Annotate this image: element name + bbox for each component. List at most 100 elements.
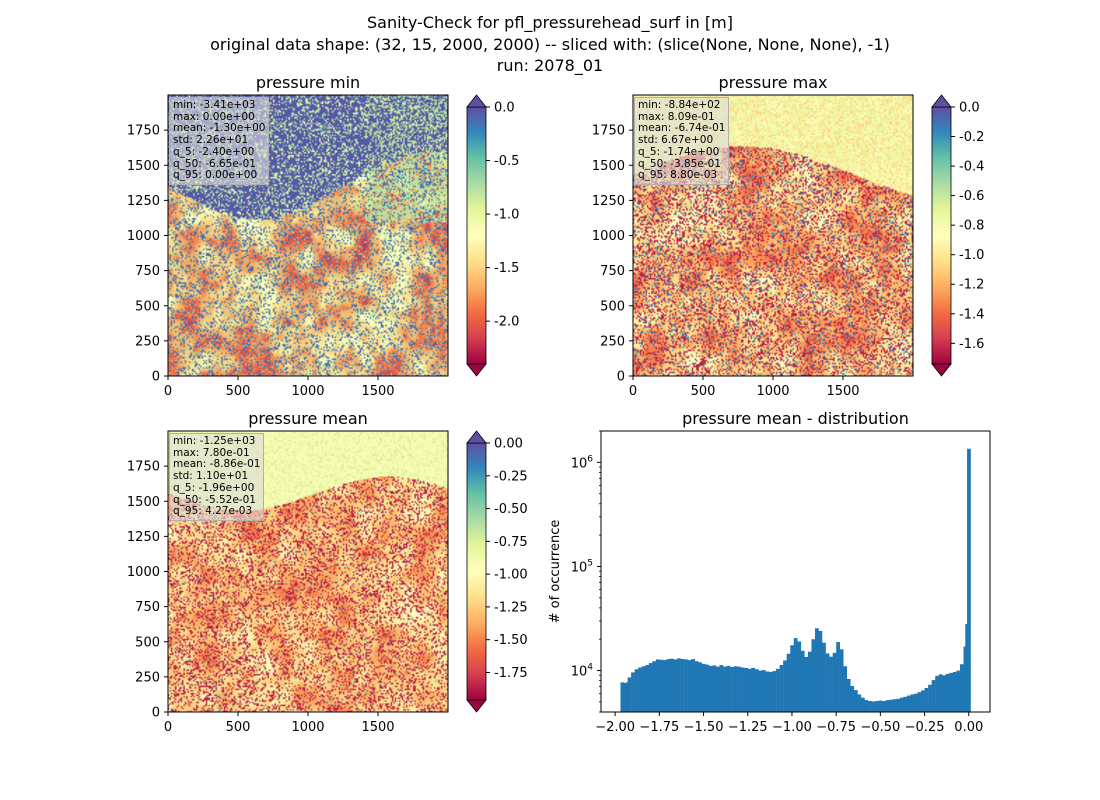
histogram-bar (694, 661, 699, 712)
heatmap-panel-3 (164, 430, 490, 716)
subplot-title: pressure mean - distribution (682, 409, 909, 428)
histogram-bar (882, 701, 886, 712)
x-tick-label: 0 (164, 384, 172, 399)
histogram-bar (793, 638, 798, 712)
histogram-bar (807, 651, 812, 712)
histogram-bar (638, 667, 642, 712)
stats-line: q_50: -3.85e-01 (638, 157, 721, 170)
colorbar-tick-label: -0.4 (959, 160, 984, 175)
histogram-bar (740, 667, 745, 712)
histogram-bar (928, 684, 932, 712)
stats-line: mean: -8.86e-01 (173, 458, 261, 471)
colorbar-tick-label: -0.8 (959, 219, 984, 234)
y-tick-label: 250 (135, 334, 160, 349)
colorbar-tick-label: -1.75 (494, 666, 528, 681)
x-tick-label: 1000 (756, 384, 789, 399)
histogram-bar (853, 690, 858, 712)
subplot-title: pressure max (718, 73, 827, 92)
histogram-bar (708, 665, 713, 712)
histogram-bar (687, 660, 692, 712)
colorbar-extend-bottom (466, 363, 487, 377)
stats-line: max: 7.80e-01 (173, 446, 250, 459)
histogram-bar (645, 665, 650, 712)
stats-line: q_95: 4.27e-03 (173, 505, 253, 518)
colorbar-tick-label: -1.25 (494, 600, 528, 615)
y-tick-label: 750 (135, 600, 160, 615)
y-tick-label: 0 (152, 370, 160, 385)
histogram-bar (701, 663, 706, 712)
histogram-bar (921, 690, 925, 712)
histogram-bar (864, 700, 869, 712)
x-tick-label: 0 (629, 384, 637, 399)
colorbar-tick-label: -1.0 (494, 208, 519, 223)
histogram-bar (790, 645, 794, 712)
histogram-bar (839, 649, 844, 712)
histogram-bar (744, 667, 749, 712)
stats-line: min: -3.41e+03 (173, 99, 256, 111)
histogram-bar (726, 665, 731, 712)
histogram-bar (751, 667, 756, 712)
stats-line: q_5: -2.40e+00 (173, 145, 255, 158)
colorbar-extend-bottom (931, 363, 952, 377)
colorbar-extend-top (466, 430, 487, 444)
y-axis-label: # of occurrence (548, 520, 563, 624)
y-tick-label: 500 (600, 299, 625, 314)
histogram-bar (761, 670, 766, 712)
x-tick-label: −1.00 (772, 720, 812, 735)
stats-line: min: -8.84e+02 (638, 99, 721, 111)
histogram-bar (868, 701, 872, 712)
x-tick-label: −1.25 (728, 720, 768, 735)
x-tick-label: 0.00 (954, 720, 983, 735)
histogram-bar (938, 674, 943, 712)
colorbar-tick-label: -0.25 (494, 469, 528, 484)
histogram-bar (715, 666, 720, 712)
colorbar-tick-label: -1.6 (959, 337, 984, 352)
histogram-bar (818, 630, 823, 712)
subplot-title: pressure min (256, 73, 360, 92)
histogram-bar (885, 700, 890, 712)
histogram-bar (814, 628, 819, 712)
histogram-panel: 104 105 106 (571, 430, 991, 716)
x-tick-label: 1000 (291, 384, 324, 399)
histogram-bar (931, 680, 936, 712)
y-tick-label: 1250 (127, 194, 160, 209)
histogram-bar (949, 672, 954, 712)
y-tick-label: 1250 (592, 194, 625, 209)
histogram-bar (889, 699, 894, 712)
colorbar-tick-label: -1.50 (494, 633, 528, 648)
stats-line: q_95: 0.00e+00 (173, 169, 258, 182)
histogram-bar (832, 652, 837, 712)
y-tick-label: 1750 (127, 124, 160, 139)
histogram-bar (648, 663, 653, 712)
histogram-bar (903, 696, 908, 712)
colorbar-tick-label: -0.5 (494, 154, 519, 169)
histogram-bar (655, 659, 660, 712)
histogram-bar (723, 666, 727, 712)
stats-line: std: 6.67e+00 (638, 134, 714, 147)
colorbar-tick-label: 0.0 (494, 101, 515, 116)
stats-line: max: 0.00e+00 (173, 110, 255, 123)
y-tick-label: 1500 (127, 159, 160, 174)
histogram-bar (677, 658, 681, 712)
histogram-bar (662, 660, 667, 712)
colorbar-extend-bottom (466, 699, 487, 713)
x-tick-label: 500 (691, 384, 716, 399)
y-tick-label: 0 (617, 370, 625, 385)
histogram-bar (797, 641, 802, 712)
histogram-bar (754, 669, 759, 712)
subplot-title: pressure mean (248, 409, 368, 428)
y-tick-label: 500 (135, 299, 160, 314)
stats-line: min: -1.25e+03 (173, 435, 256, 447)
colorbar (931, 106, 952, 365)
histogram-bar (684, 659, 688, 712)
histogram-bar (765, 671, 770, 712)
histogram-bar (914, 693, 918, 712)
colorbar-tick-label: -1.4 (959, 307, 984, 322)
x-tick-label: 1500 (361, 720, 394, 735)
x-tick-label: −0.25 (905, 720, 945, 735)
y-tick-label: 1000 (127, 229, 160, 244)
stats-line: mean: -6.74e-01 (638, 122, 726, 135)
histogram-bar (967, 448, 971, 712)
stats-box: min: -8.84e+02 max: 8.09e-01 mean: -6.74e-… (634, 97, 730, 185)
colorbar-tick-label: -1.0 (959, 248, 984, 263)
